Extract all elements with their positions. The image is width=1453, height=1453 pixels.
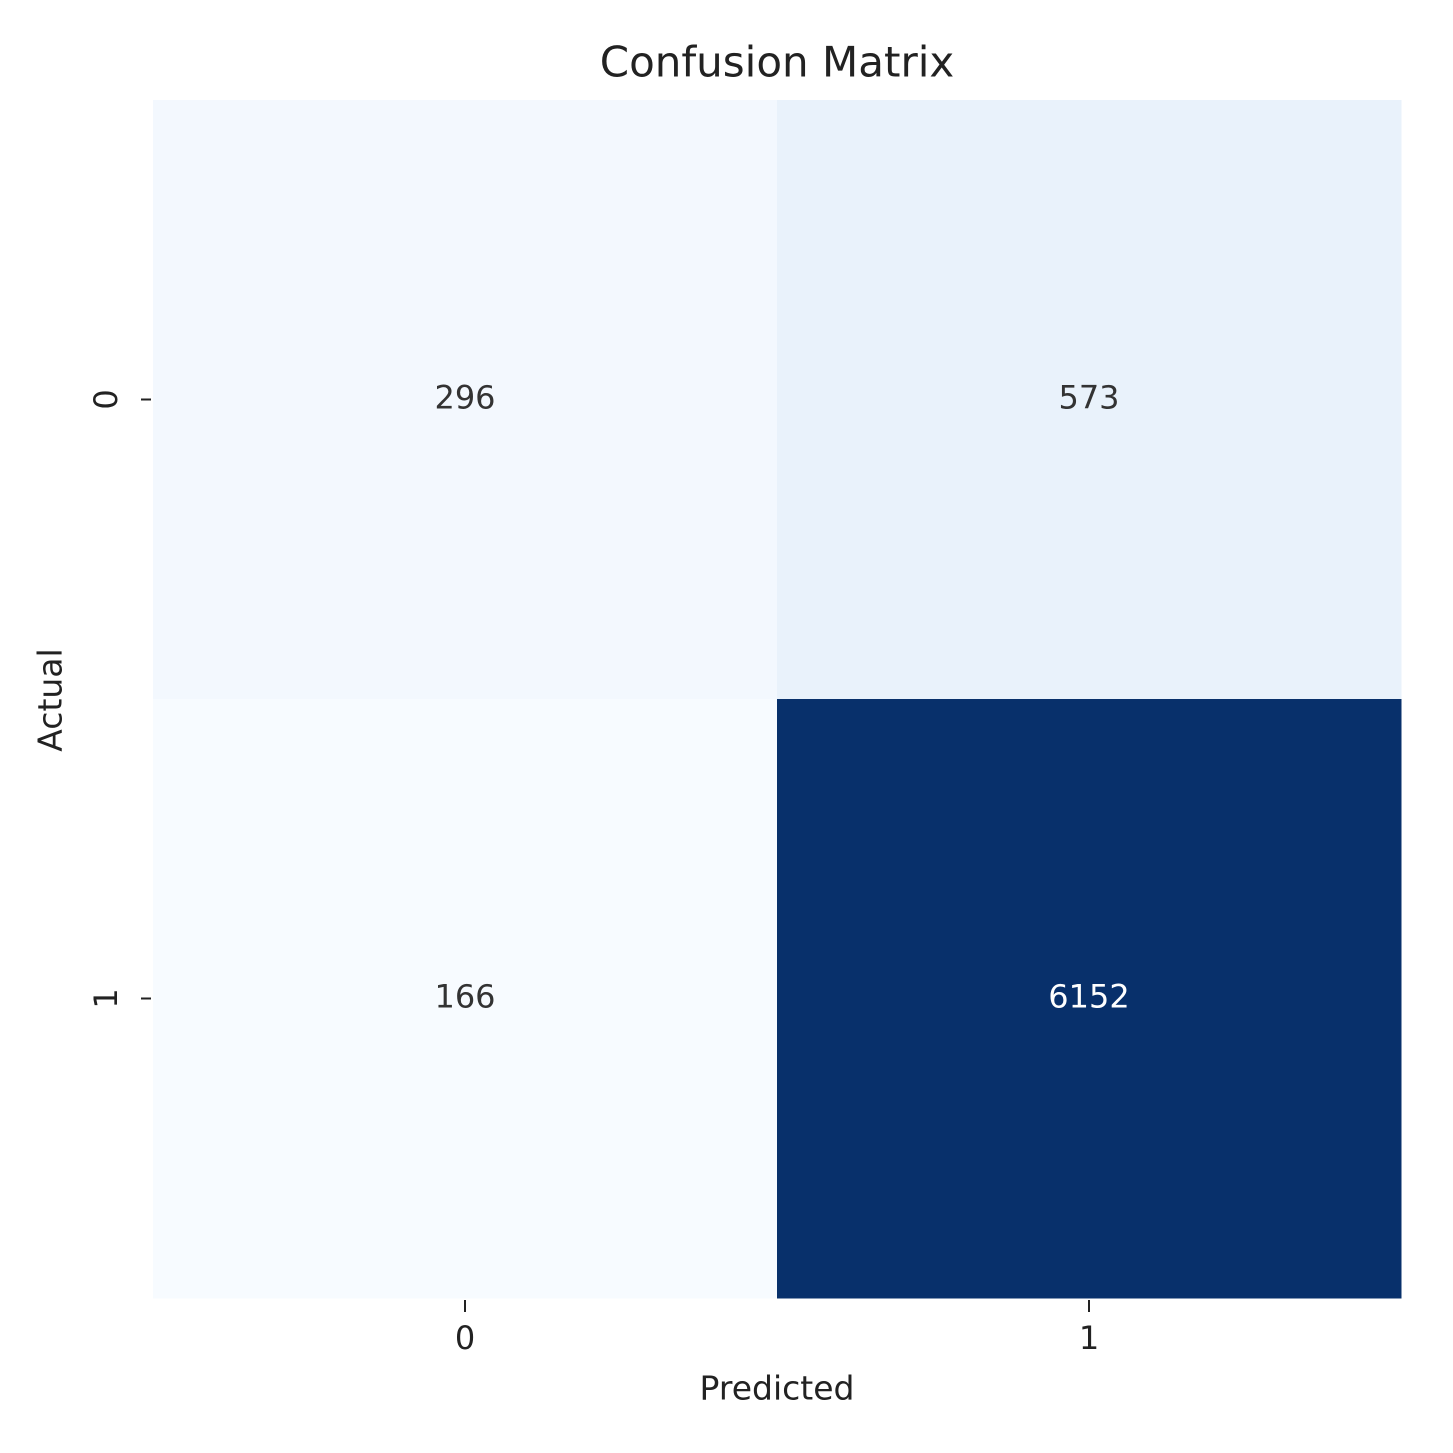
heatmap-cell (777, 100, 1402, 700)
cell-label: 296 (434, 379, 495, 417)
y-tick-label: 1 (87, 988, 125, 1008)
y-axis-label: Actual (31, 648, 70, 751)
cell-label: 573 (1058, 379, 1119, 417)
y-tick-label: 0 (87, 389, 125, 409)
cell-label: 166 (434, 978, 495, 1016)
heatmap-cell (777, 699, 1402, 1299)
x-tick-label: 1 (1079, 1319, 1099, 1357)
x-tick-label: 0 (455, 1319, 475, 1357)
x-axis-label: Predicted (700, 1369, 855, 1408)
heatmap-cell (153, 699, 778, 1299)
heatmap-cell (153, 100, 778, 700)
chart-title: Confusion Matrix (600, 38, 955, 87)
cell-label: 6152 (1048, 978, 1129, 1016)
